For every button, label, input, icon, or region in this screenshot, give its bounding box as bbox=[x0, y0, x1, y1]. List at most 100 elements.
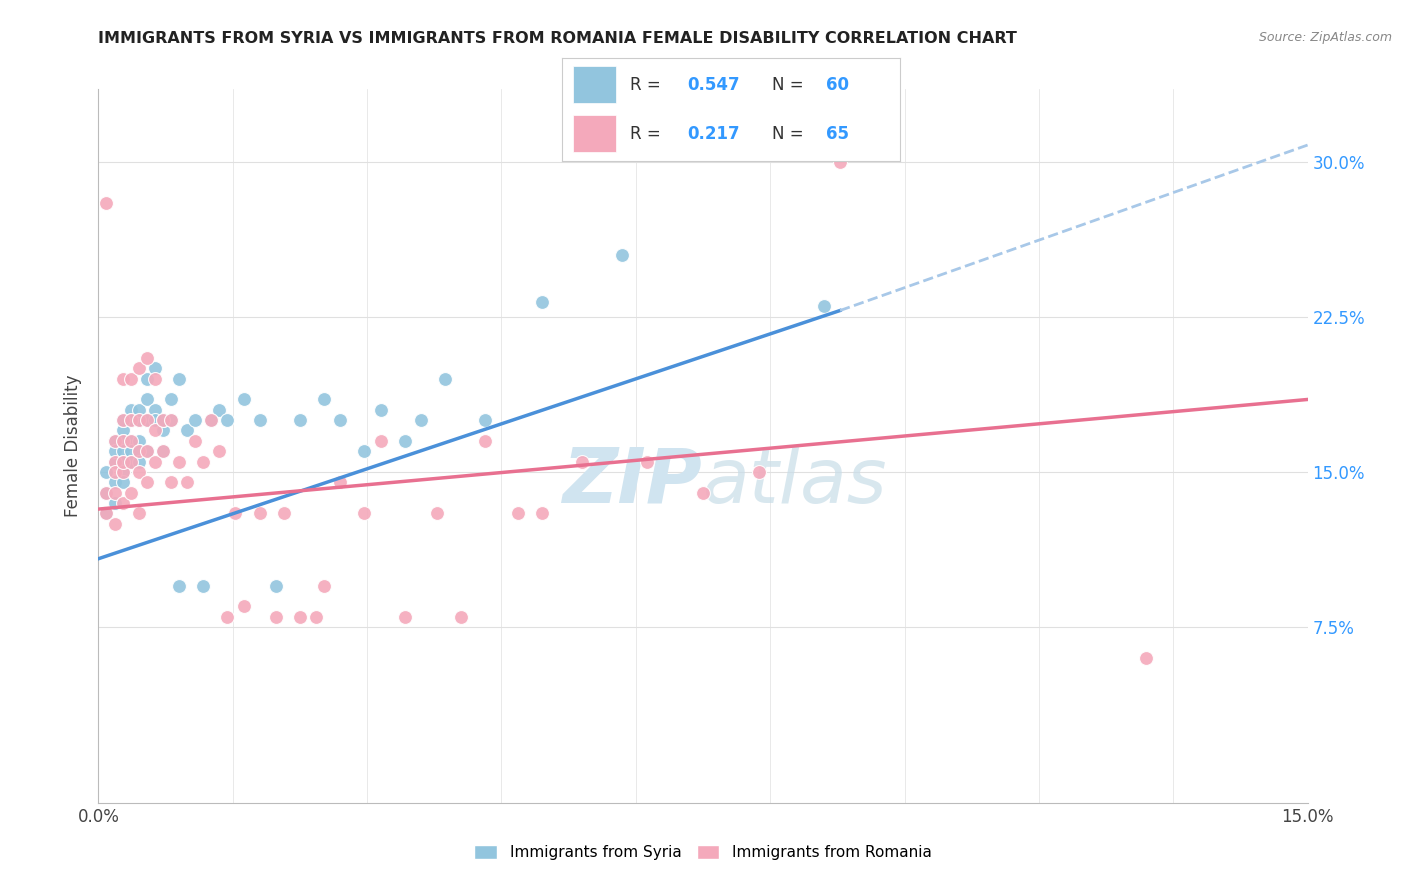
Point bbox=[506, 506, 529, 520]
Text: N =: N = bbox=[772, 76, 808, 94]
Point bbox=[143, 424, 166, 438]
Point bbox=[828, 154, 851, 169]
Point bbox=[329, 475, 352, 490]
Point bbox=[314, 579, 336, 593]
Point bbox=[530, 295, 553, 310]
Point bbox=[143, 402, 166, 417]
Point bbox=[120, 372, 142, 386]
Point bbox=[232, 599, 254, 614]
Point bbox=[143, 454, 166, 468]
Point bbox=[474, 434, 496, 448]
Point bbox=[135, 444, 157, 458]
Point bbox=[394, 434, 416, 448]
Point bbox=[288, 413, 311, 427]
Point bbox=[152, 444, 174, 458]
Point bbox=[111, 475, 134, 490]
Point bbox=[135, 444, 157, 458]
Legend: Immigrants from Syria, Immigrants from Romania: Immigrants from Syria, Immigrants from R… bbox=[468, 839, 938, 866]
Point bbox=[128, 454, 150, 468]
Point bbox=[96, 506, 118, 520]
Point bbox=[135, 392, 157, 407]
Point bbox=[96, 506, 118, 520]
Text: Source: ZipAtlas.com: Source: ZipAtlas.com bbox=[1258, 31, 1392, 45]
Point bbox=[135, 372, 157, 386]
Point bbox=[353, 506, 375, 520]
Point bbox=[273, 506, 295, 520]
Point bbox=[135, 475, 157, 490]
Point bbox=[353, 444, 375, 458]
Point bbox=[120, 444, 142, 458]
Point bbox=[128, 506, 150, 520]
Point bbox=[208, 402, 231, 417]
Point bbox=[152, 444, 174, 458]
Point bbox=[176, 475, 198, 490]
Point bbox=[120, 485, 142, 500]
Point bbox=[143, 372, 166, 386]
Point bbox=[111, 465, 134, 479]
Bar bbox=[572, 66, 616, 103]
Point bbox=[530, 506, 553, 520]
Point bbox=[249, 413, 271, 427]
Point bbox=[160, 413, 183, 427]
Point bbox=[128, 434, 150, 448]
Point bbox=[111, 413, 134, 427]
Point bbox=[128, 402, 150, 417]
Point bbox=[128, 444, 150, 458]
Point bbox=[120, 454, 142, 468]
Text: 0.547: 0.547 bbox=[688, 76, 740, 94]
Text: atlas: atlas bbox=[703, 445, 887, 518]
Point bbox=[692, 485, 714, 500]
Point bbox=[96, 485, 118, 500]
Bar bbox=[572, 115, 616, 153]
Point bbox=[748, 465, 770, 479]
Point bbox=[208, 444, 231, 458]
Point bbox=[636, 454, 658, 468]
Point bbox=[103, 496, 125, 510]
Point bbox=[426, 506, 449, 520]
Text: 60: 60 bbox=[825, 76, 849, 94]
Point bbox=[264, 609, 287, 624]
Point bbox=[96, 485, 118, 500]
Point bbox=[152, 413, 174, 427]
Point bbox=[370, 434, 392, 448]
Point bbox=[193, 579, 215, 593]
Point bbox=[394, 609, 416, 624]
Point bbox=[184, 413, 207, 427]
Point bbox=[152, 413, 174, 427]
Point bbox=[103, 485, 125, 500]
Text: R =: R = bbox=[630, 125, 666, 143]
Point bbox=[314, 392, 336, 407]
Point bbox=[135, 413, 157, 427]
Point bbox=[200, 413, 222, 427]
Text: N =: N = bbox=[772, 125, 808, 143]
Point bbox=[167, 372, 190, 386]
Point bbox=[143, 361, 166, 376]
Point bbox=[111, 454, 134, 468]
Point bbox=[120, 413, 142, 427]
Point bbox=[329, 413, 352, 427]
Point bbox=[217, 609, 239, 624]
Point bbox=[96, 196, 118, 211]
Point bbox=[160, 475, 183, 490]
Point bbox=[128, 413, 150, 427]
Point bbox=[120, 434, 142, 448]
Point bbox=[249, 506, 271, 520]
Point bbox=[143, 413, 166, 427]
Point bbox=[217, 413, 239, 427]
Point bbox=[264, 579, 287, 593]
Text: 0.217: 0.217 bbox=[688, 125, 740, 143]
Point bbox=[370, 402, 392, 417]
Point bbox=[96, 465, 118, 479]
Point bbox=[167, 579, 190, 593]
Point bbox=[305, 609, 328, 624]
Point bbox=[120, 402, 142, 417]
Point bbox=[111, 434, 134, 448]
Point bbox=[103, 434, 125, 448]
Point bbox=[200, 413, 222, 427]
Y-axis label: Female Disability: Female Disability bbox=[65, 375, 83, 517]
Point bbox=[224, 506, 246, 520]
Point bbox=[474, 413, 496, 427]
Point bbox=[103, 454, 125, 468]
Point bbox=[176, 424, 198, 438]
Point bbox=[111, 444, 134, 458]
